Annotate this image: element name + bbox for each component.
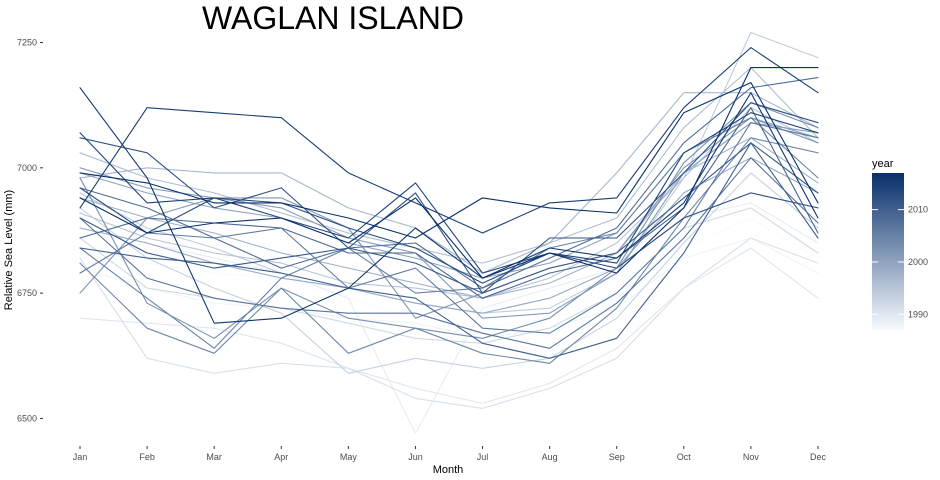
series-line-2001	[79, 122, 819, 319]
legend-colorbar	[872, 173, 904, 330]
x-tick-label: Aug	[542, 452, 558, 462]
series-line-2004	[79, 137, 819, 364]
series-line-1999	[79, 157, 819, 314]
series-line-2006	[79, 122, 819, 334]
x-tick-label: Jan	[73, 452, 88, 462]
series-line-1995	[79, 107, 819, 299]
series-line-2014	[79, 112, 819, 274]
legend-tick-label: 2000	[908, 257, 928, 267]
series-line-2003	[79, 102, 819, 339]
x-tick-label: Oct	[677, 452, 692, 462]
series-line-2007	[79, 157, 819, 349]
series-line-2017	[79, 82, 819, 239]
x-tick-label: Sep	[609, 452, 625, 462]
series-line-1988	[79, 237, 819, 339]
series-line-2009	[79, 107, 819, 299]
x-axis: Jan Feb Mar Apr May Jun Jul Aug Sep Oct Nov Dec	[73, 446, 827, 462]
chart-title: WAGLAN ISLAND	[202, 0, 464, 36]
x-tick-label: Dec	[810, 452, 827, 462]
series-line-2002	[79, 117, 819, 319]
y-axis-title: Relative Sea Level (mm)	[3, 190, 15, 310]
y-tick-label: 6500	[17, 413, 37, 423]
x-tick-label: Jun	[408, 452, 423, 462]
series-line-2012	[79, 102, 819, 294]
series-line-1997	[79, 92, 819, 274]
x-tick-label: Apr	[274, 452, 288, 462]
legend-title: year	[872, 158, 894, 170]
series-line-1990	[79, 247, 819, 404]
x-tick-label: Nov	[743, 452, 760, 462]
y-tick-label: 7250	[17, 38, 37, 48]
series-line-1989	[79, 202, 819, 435]
legend: year 1990 2000 2010	[872, 158, 928, 330]
x-tick-label: Mar	[206, 452, 222, 462]
series-line-2005	[79, 117, 819, 349]
y-axis: 6500 6750 7000 7250	[17, 38, 43, 423]
x-axis-title: Month	[433, 464, 464, 476]
series-line-2018	[79, 67, 819, 279]
series-line-1996	[79, 67, 819, 264]
series-line-1991	[79, 237, 819, 409]
series-lines	[79, 31, 819, 435]
y-tick-label: 7000	[17, 163, 37, 173]
series-line-2010	[79, 142, 819, 359]
legend-tick-label: 1990	[908, 309, 928, 319]
series-line-2013	[79, 187, 819, 284]
y-tick-label: 6750	[17, 288, 37, 298]
x-tick-label: Jul	[477, 452, 489, 462]
x-tick-label: Feb	[139, 452, 155, 462]
series-line-1993	[79, 172, 819, 374]
series-line-2011	[79, 142, 819, 294]
legend-tick-label: 2010	[908, 205, 928, 215]
x-tick-label: May	[340, 452, 358, 462]
